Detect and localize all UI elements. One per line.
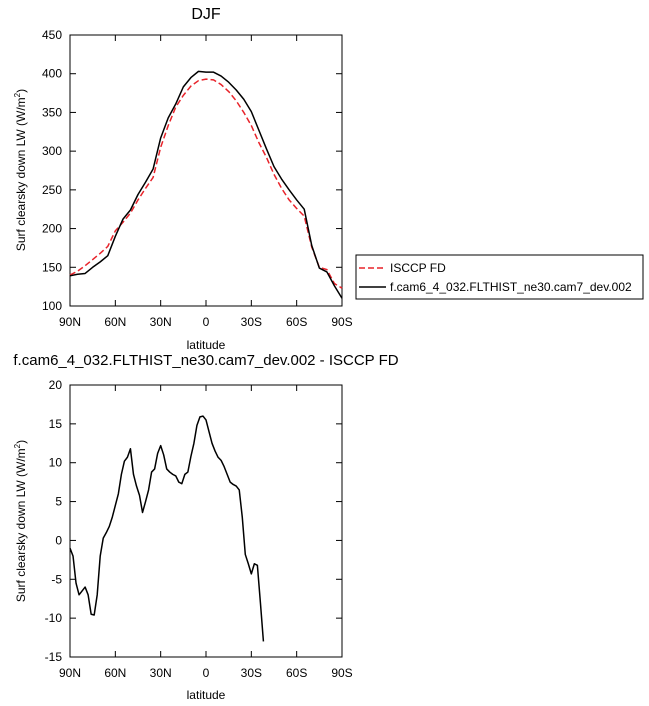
bottom-y-label-end: ): [14, 440, 28, 444]
bottom-y-tick-label: -10: [45, 611, 63, 625]
bottom-x-tick-label: 0: [203, 666, 210, 680]
top-y-tick-label: 100: [42, 299, 62, 313]
top-x-tick-label: 90N: [59, 315, 81, 329]
top-y-tick-label: 400: [42, 67, 62, 81]
bottom-y-label-main: Surf clearsky down LW (W/m: [14, 448, 28, 602]
top-series-lines: [69, 70, 343, 299]
legend-label-isccp: ISCCP FD: [390, 261, 446, 275]
bottom-y-tick-label: 5: [55, 495, 62, 509]
bottom-x-axis-label: latitude: [187, 688, 226, 702]
bottom-series-line-0: [69, 415, 265, 642]
bottom-x-tick-label: 30S: [241, 666, 262, 680]
top-y-tick-label: 450: [42, 28, 62, 42]
top-y-tick-label: 250: [42, 183, 62, 197]
top-series-line-1: [69, 70, 343, 299]
top-y-tick-label: 300: [42, 144, 62, 158]
bottom-y-tick-label: 20: [49, 378, 63, 392]
legend: ISCCP FD f.cam6_4_032.FLTHIST_ne30.cam7_…: [355, 254, 644, 300]
legend-label-model: f.cam6_4_032.FLTHIST_ne30.cam7_dev.002: [390, 280, 632, 294]
top-x-ticks: 90N 60N 30N 0 30S 60S 90S: [59, 35, 353, 329]
bottom-y-tick-label: -15: [45, 650, 63, 664]
bottom-y-tick-label: -5: [51, 572, 62, 586]
top-y-label-sup: 2: [13, 92, 22, 97]
bottom-x-tick-label: 60S: [286, 666, 307, 680]
top-chart-title: DJF: [191, 6, 221, 23]
legend-box: [355, 254, 644, 300]
top-x-tick-label: 30S: [241, 315, 262, 329]
top-x-tick-label: 30N: [150, 315, 172, 329]
bottom-y-axis-label: Surf clearsky down LW (W/m2): [13, 440, 28, 602]
bottom-x-tick-label: 90N: [59, 666, 81, 680]
bottom-x-tick-label: 60N: [104, 666, 126, 680]
top-y-ticks: 100 150 200 250 300 350 400 450: [42, 28, 342, 313]
top-series-line-0: [69, 78, 343, 289]
bottom-y-tick-label: 0: [55, 533, 62, 547]
bottom-x-ticks: 90N 60N 30N 0 30S 60S 90S: [59, 385, 353, 680]
top-x-tick-label: 60N: [104, 315, 126, 329]
top-x-tick-label: 60S: [286, 315, 307, 329]
top-y-tick-label: 150: [42, 260, 62, 274]
bottom-y-tick-label: 15: [49, 417, 63, 431]
bottom-x-tick-label: 30N: [150, 666, 172, 680]
bottom-chart-title: f.cam6_4_032.FLTHIST_ne30.cam7_dev.002 -…: [13, 352, 398, 369]
top-y-label-end: ): [14, 89, 28, 93]
top-x-tick-label: 90S: [331, 315, 352, 329]
top-y-tick-label: 200: [42, 222, 62, 236]
bottom-x-tick-label: 90S: [331, 666, 352, 680]
top-y-tick-label: 350: [42, 105, 62, 119]
top-x-tick-label: 0: [203, 315, 210, 329]
top-chart: DJF 90N 60N 30N 0 30S 60S 90S 100 150 200 250 300 3…: [13, 6, 644, 352]
bottom-y-label-sup: 2: [13, 443, 22, 448]
bottom-series-lines: [69, 415, 265, 642]
bottom-y-ticks: -15 -10 -5 0 5 10 15 20: [45, 378, 342, 664]
bottom-y-tick-label: 10: [49, 456, 63, 470]
bottom-chart: f.cam6_4_032.FLTHIST_ne30.cam7_dev.002 -…: [13, 352, 399, 702]
top-plot-frame: [69, 34, 343, 307]
top-x-axis-label: latitude: [187, 338, 226, 352]
top-y-axis-label: Surf clearsky down LW (W/m2): [13, 89, 28, 251]
top-y-label-main: Surf clearsky down LW (W/m: [14, 97, 28, 251]
